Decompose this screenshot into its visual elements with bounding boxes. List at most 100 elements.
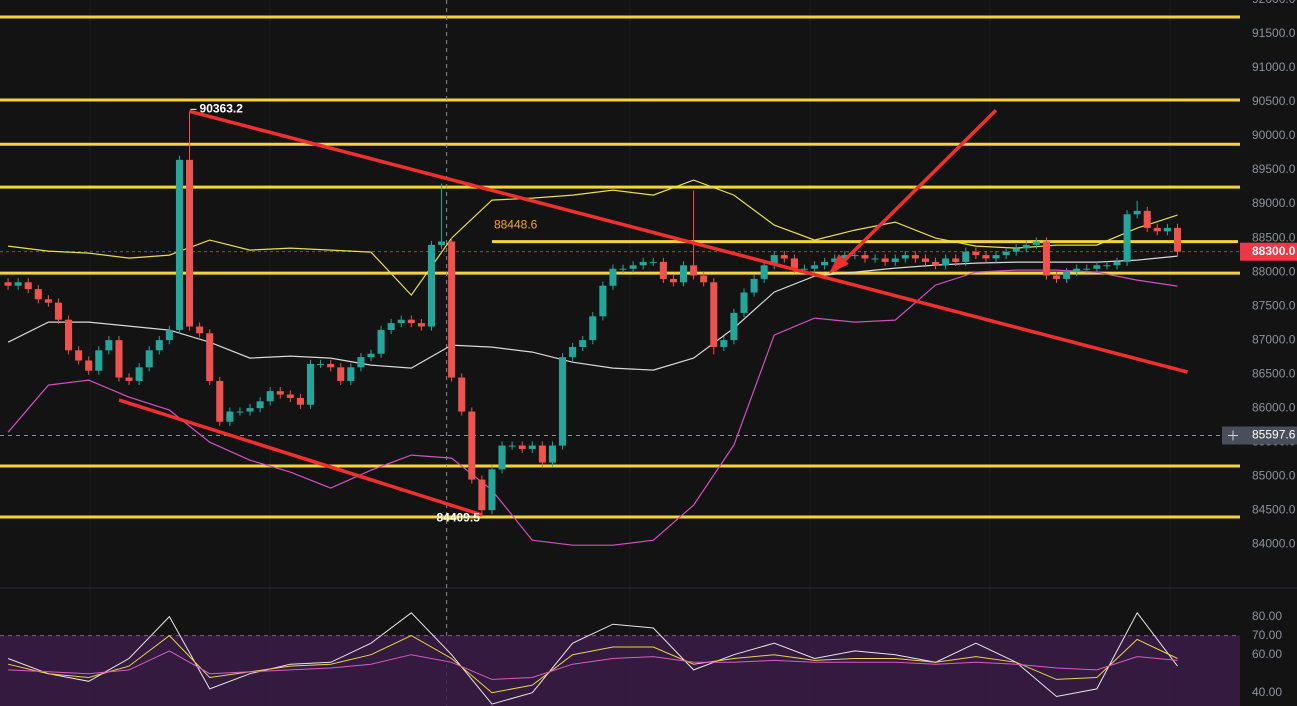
candle-body xyxy=(730,312,738,341)
candle-body xyxy=(740,292,748,313)
candle-body xyxy=(911,255,919,259)
candle-body xyxy=(24,282,32,290)
candle-body xyxy=(589,316,597,341)
y-tick-label: 84500.0 xyxy=(1252,502,1296,516)
y-tick-label: 88500.0 xyxy=(1252,230,1296,244)
y-tick-label: 87000.0 xyxy=(1252,332,1296,346)
y-tick-label: 86500.0 xyxy=(1252,366,1296,380)
candle-body xyxy=(609,268,617,286)
y-tick-label: 89000.0 xyxy=(1252,196,1296,210)
candle-body xyxy=(1123,214,1131,262)
candle-body xyxy=(276,391,284,395)
candle-body xyxy=(327,363,335,368)
bollinger-band xyxy=(7,255,1178,371)
last-price-label: 88300.0 xyxy=(1252,244,1296,258)
candle-body xyxy=(407,319,415,324)
candle-body xyxy=(387,323,395,330)
candle-body xyxy=(468,411,476,480)
candle-body xyxy=(155,340,163,351)
candle-body xyxy=(306,363,315,405)
candle-body xyxy=(458,377,466,412)
candle-body xyxy=(710,282,718,347)
candle-body xyxy=(317,363,325,365)
candle-body xyxy=(821,261,829,266)
candle-body xyxy=(992,255,1000,259)
candle-body xyxy=(901,255,909,259)
high-marker-label: 90363.2 xyxy=(200,102,244,116)
candle-body xyxy=(357,357,365,368)
candle-body xyxy=(972,251,980,256)
candle-body xyxy=(256,401,264,409)
candle-body xyxy=(881,258,889,262)
candle-body xyxy=(559,357,567,446)
candle-body xyxy=(347,367,355,381)
candle-body xyxy=(85,360,93,371)
rsi-line xyxy=(8,650,1178,680)
candle-body xyxy=(1083,268,1091,270)
candle-body xyxy=(982,255,990,259)
candle-body xyxy=(649,261,657,263)
candle-body xyxy=(1002,251,1010,256)
candle-body xyxy=(508,445,516,447)
rsi-line xyxy=(7,611,1178,705)
candle-body xyxy=(1032,241,1040,245)
candle-body xyxy=(125,377,133,381)
candle-body xyxy=(679,265,688,283)
candle-body xyxy=(579,340,587,347)
candle-body xyxy=(811,265,819,269)
candle-body xyxy=(1042,241,1050,276)
candle-body xyxy=(286,394,294,398)
candle-body xyxy=(851,255,859,257)
y-tick-label: 89500.0 xyxy=(1252,162,1296,176)
candle-body xyxy=(135,367,143,381)
candle-body xyxy=(528,445,536,449)
candle-body xyxy=(206,333,214,381)
candle-body xyxy=(95,350,103,371)
candle-body xyxy=(700,275,708,283)
candle-body xyxy=(760,265,768,279)
candle-body xyxy=(831,258,839,262)
candle-body xyxy=(1113,261,1121,266)
candle-body xyxy=(659,261,667,279)
candle-body xyxy=(54,302,62,320)
candle-body xyxy=(427,244,436,327)
y-tick-label: 84000.0 xyxy=(1252,536,1296,550)
y-tick-label: 92000.0 xyxy=(1252,0,1296,6)
candle-body xyxy=(569,346,577,358)
candle-body xyxy=(1063,272,1071,279)
candle-body xyxy=(942,258,950,266)
y-tick-label: 90500.0 xyxy=(1252,94,1296,108)
candle-body xyxy=(1022,244,1030,249)
candle-body xyxy=(115,340,123,378)
y-tick-label: 91500.0 xyxy=(1252,26,1296,40)
candle-body xyxy=(1103,265,1111,267)
y-tick-label: 91000.0 xyxy=(1252,60,1296,74)
candle-body xyxy=(105,340,113,351)
candle-body xyxy=(1173,227,1182,252)
arrow-head xyxy=(828,254,849,275)
candle-body xyxy=(1073,268,1081,273)
candle-body xyxy=(1052,275,1061,279)
candle-body xyxy=(790,258,798,269)
y-tick-label: 86000.0 xyxy=(1252,400,1296,414)
last-price-tag xyxy=(1240,242,1297,261)
candle-body xyxy=(952,258,960,262)
y-tick-label: 88000.0 xyxy=(1252,264,1296,278)
candle-body xyxy=(1153,227,1161,232)
candle-body xyxy=(841,255,849,259)
candle-body xyxy=(518,445,526,449)
candle-body xyxy=(337,367,345,381)
candle-body xyxy=(770,255,778,266)
candle-body xyxy=(669,278,677,283)
candle-body xyxy=(1133,210,1141,215)
candle-body xyxy=(145,350,153,368)
candle-body xyxy=(1143,210,1151,228)
trend-line xyxy=(118,398,483,517)
candle-body xyxy=(14,282,22,286)
candle-body xyxy=(236,411,244,413)
candle-body xyxy=(1093,265,1101,269)
trend-line xyxy=(833,108,998,272)
candle-body xyxy=(548,445,556,463)
candle-body xyxy=(75,350,83,361)
